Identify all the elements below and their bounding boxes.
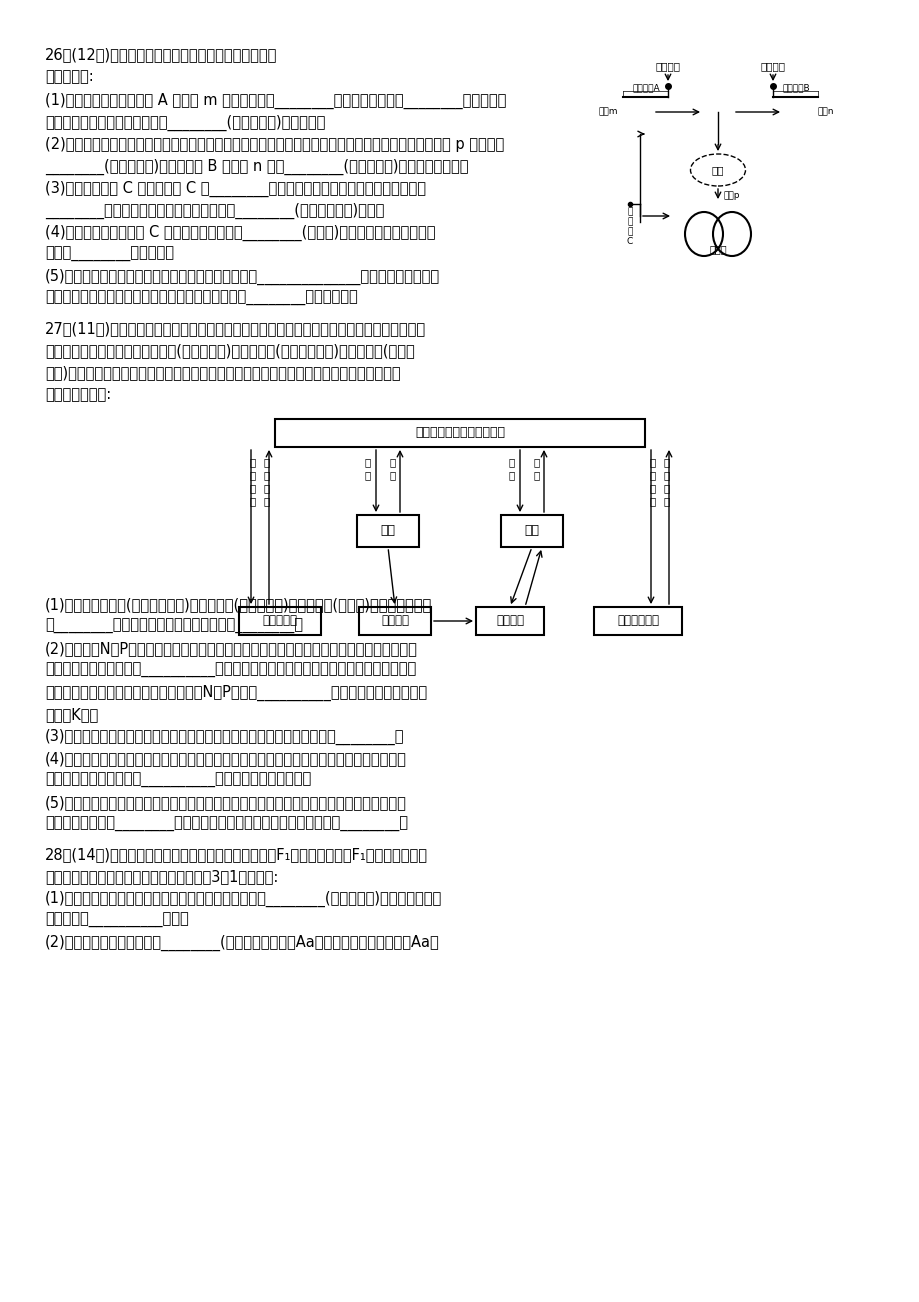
Text: 保: 保 [264,483,270,493]
Text: 鲢鱼: 鲢鱼 [380,525,395,538]
Text: 神经细胞B: 神经细胞B [781,83,809,92]
Text: 香蒲等水生植物数量的作用是竞争水体中N、P元素和__________，从而降低微囊藻等浮游: 香蒲等水生植物数量的作用是竞争水体中N、P元素和__________，从而降低微… [45,685,426,702]
Text: 遵循基因的__________定律。: 遵循基因的__________定律。 [45,913,188,928]
FancyBboxPatch shape [501,516,562,547]
FancyBboxPatch shape [239,607,321,635]
Text: 食: 食 [508,457,515,467]
Text: 畜: 畜 [649,470,655,480]
Text: 鱼: 鱼 [533,457,539,467]
Text: 饲: 饲 [649,483,655,493]
Text: (2)若水体中N、P元素过量积累，在温度和光照适宜时，微囊藻会迅速增殖到水体饱和数量，: (2)若水体中N、P元素过量积累，在温度和光照适宜时，微囊藻会迅速增殖到水体饱和… [45,641,417,656]
Text: 分。请据图回答:: 分。请据图回答: [45,387,111,402]
Text: 激素n: 激素n [817,108,834,116]
Text: 造: 造 [250,457,255,467]
Text: 植物的K值。: 植物的K值。 [45,707,98,723]
Text: 鱼草、狐尾藻: 鱼草、狐尾藻 [617,615,658,628]
Text: 季节性适量输出或输入系统: 季节性适量输出或输入系统 [414,427,505,440]
Text: (4)若持续电刺激神经元 C 一定时间，图中激素________(填字母)浓度会降低，因为激素的: (4)若持续电刺激神经元 C 一定时间，图中激素________(填字母)浓度会… [45,225,435,241]
Text: 种: 种 [264,457,270,467]
Text: 芦苇、香蒲: 芦苇、香蒲 [262,615,297,628]
Text: (4)修复富营养化水体时，应适量捕鱼和适时移除部分芦苇、香蒲和狐尾藻的茎秆，该措施的: (4)修复富营养化水体时，应适量捕鱼和适时移除部分芦苇、香蒲和狐尾藻的茎秆，该措… [45,751,406,766]
Text: (1)湿地中沉水植物(鱼草、狐尾藻)、挺水植物(芦苇、香蒲)与浮游植物(微囊藻)都属于生态系统: (1)湿地中沉水植物(鱼草、狐尾藻)、挺水植物(芦苇、香蒲)与浮游植物(微囊藻)… [45,598,432,612]
Text: ________(上升、下降)，神经细胞 B 分泌的 n 应能________(抑制、促进)垂体细胞的分泌。: ________(上升、下降)，神经细胞 B 分泌的 n 应能________(… [45,159,468,176]
Text: 28．(14分)将纯合灰毛雌家兔与纯合白毛雄家兔杂交，F₁都是灰毛。若用F₁中所有雌家兔与: 28．(14分)将纯合灰毛雌家兔与纯合白毛雄家兔杂交，F₁都是灰毛。若用F₁中所… [45,848,427,862]
Text: 保: 保 [664,483,669,493]
Text: 苗: 苗 [533,470,539,480]
Text: 手术创伤: 手术创伤 [760,61,785,72]
Text: 纸: 纸 [250,470,255,480]
Text: 利用了生态系统的________能力，同时说明人类活动能影响群落演替的________。: 利用了生态系统的________能力，同时说明人类活动能影响群落演替的_____… [45,816,407,832]
Text: 器活动增强，进而使该细胞分泌________(填激素名称)的量增加。: 器活动增强，进而使该细胞分泌________(填激素名称)的量增加。 [45,115,325,132]
Text: 料: 料 [250,496,255,506]
Text: 经: 经 [627,217,632,227]
Text: ________细胞使其激素分泌量增加，该过程________(属于、不属于)反射。: ________细胞使其激素分泌量增加，该过程________(属于、不属于)反… [45,203,384,219]
Text: 寒冷刺激: 寒冷刺激 [654,61,680,72]
Text: 神经细胞A: 神经细胞A [631,83,659,92]
Text: 食: 食 [365,457,370,467]
Text: 鱼: 鱼 [390,457,396,467]
Text: (3)电刺激神经元 C 时，会引起 C 中________与突触前膜融合，释放的神经递质作用于: (3)电刺激神经元 C 时，会引起 C 中________与突触前膜融合，释放的… [45,181,425,197]
Text: 垂体: 垂体 [711,165,723,174]
Text: 甲状腺: 甲状腺 [709,243,726,254]
Text: (5)富营养化的湿地经过一段时间修复后，群落结构趋于稳定，水质清澈见底。这个修复过程: (5)富营养化的湿地经过一段时间修复后，群落结构趋于稳定，水质清澈见底。这个修复… [45,796,406,810]
Text: (1)寒冷刺激时，神经细胞 A 分泌的 m 与垂体细胞的________结合，调节细胞内________等具膜细胞: (1)寒冷刺激时，神经细胞 A 分泌的 m 与垂体细胞的________结合，调… [45,92,505,109]
Text: 微囊藻类: 微囊藻类 [380,615,409,628]
Text: 主要目的是转移出水体中__________，以加快物质循环进程。: 主要目的是转移出水体中__________，以加快物质循环进程。 [45,773,311,788]
Text: 亲代白毛雄家兔回交，子代中白毛：灰毛为3：1。请回答:: 亲代白毛雄家兔回交，子代中白毛：灰毛为3：1。请回答: [45,868,278,884]
Text: 神: 神 [627,207,632,216]
Text: 品: 品 [508,470,515,480]
Text: (2)亲本中白毛兔的基因型为________(若一对等位基因用Aa表示；若两对等位基因用Aa、: (2)亲本中白毛兔的基因型为________(若一对等位基因用Aa表示；若两对等… [45,935,439,952]
Text: (5)通过上述现象可知，甲状腺激素分泌的调节方式是______________调节。而当人受到惊: (5)通过上述现象可知，甲状腺激素分泌的调节方式是______________调… [45,270,439,285]
Text: 品: 品 [365,470,370,480]
Text: 27．(11分)蓝藻中的微囊藻是形成水华的主要类群。科研人员为修复出现水华的某湿地生态系: 27．(11分)蓝藻中的微囊藻是形成水华的主要类群。科研人员为修复出现水华的某湿… [45,322,425,336]
Text: 护: 护 [664,496,669,506]
Text: 统，适量增加湿地原有的滤食性鱼(鲢鱼、鳙鱼)、沉水植物(鱼草、狐尾藻)、挺水植物(芦苇、: 统，适量增加湿地原有的滤食性鱼(鲢鱼、鳙鱼)、沉水植物(鱼草、狐尾藻)、挺水植物… [45,342,414,358]
FancyBboxPatch shape [357,516,418,547]
Text: 分泌有________调节机制。: 分泌有________调节机制。 [45,247,174,262]
Text: 浮游动物: 浮游动物 [495,615,524,628]
Text: 元: 元 [627,228,632,237]
Text: 激素m: 激素m [598,108,618,116]
Text: 种: 种 [664,457,669,467]
Text: 的________，它们的空间分布说明群落具有________。: 的________，它们的空间分布说明群落具有________。 [45,618,302,634]
FancyBboxPatch shape [275,419,644,447]
Text: 护: 护 [264,496,270,506]
Text: 植: 植 [264,470,270,480]
FancyBboxPatch shape [475,607,543,635]
Text: 26．(12分)右图是人体甲状腺激素分泌的调节示意图。: 26．(12分)右图是人体甲状腺激素分泌的调节示意图。 [45,47,277,62]
Text: 吓时，血液中甲状腺激素浓度会瞬间增加，这主要是________调节的结果。: 吓时，血液中甲状腺激素浓度会瞬间增加，这主要是________调节的结果。 [45,292,357,306]
Text: 植: 植 [664,470,669,480]
FancyBboxPatch shape [594,607,681,635]
Text: 请据图回答:: 请据图回答: [45,69,94,85]
Text: (3)当投放鲢鱼比例大于鳙鱼时，微囊藻密度降低更显著，据图分析原因是________。: (3)当投放鲢鱼比例大于鳙鱼时，微囊藻密度降低更显著，据图分析原因是______… [45,729,404,745]
Text: (2)手术创伤后，机体调节甲状腺激素浓度下降，从而降低能量消耗来促进术后恢复。此过程中，血液中 p 的浓度应: (2)手术创伤后，机体调节甲状腺激素浓度下降，从而降低能量消耗来促进术后恢复。此… [45,137,504,152]
Text: 香蒲)等生物的数量，并调整部分营养关系，下图所示营养关系是有效控制水华发生的主要部: 香蒲)等生物的数量，并调整部分营养关系，下图所示营养关系是有效控制水华发生的主要… [45,365,400,380]
Text: 苗: 苗 [390,470,396,480]
Text: 料: 料 [649,496,655,506]
Text: 原: 原 [250,483,255,493]
Text: 鳙鱼: 鳙鱼 [524,525,539,538]
FancyBboxPatch shape [358,607,430,635]
Text: 该过程中微囊藻的数量呈__________增长。在修复该湿地时，增加鱼草、狐尾藻、芦苇、: 该过程中微囊藻的数量呈__________增长。在修复该湿地时，增加鱼草、狐尾藻… [45,663,415,678]
Text: C: C [626,237,632,246]
Text: (1)根据杂交试验结果分析，家兔毛色性状受常染色体上________(一对、两对)等位基因控制，: (1)根据杂交试验结果分析，家兔毛色性状受常染色体上________(一对、两对… [45,891,442,907]
Text: 激素p: 激素p [723,191,740,201]
Text: 禽: 禽 [649,457,655,467]
